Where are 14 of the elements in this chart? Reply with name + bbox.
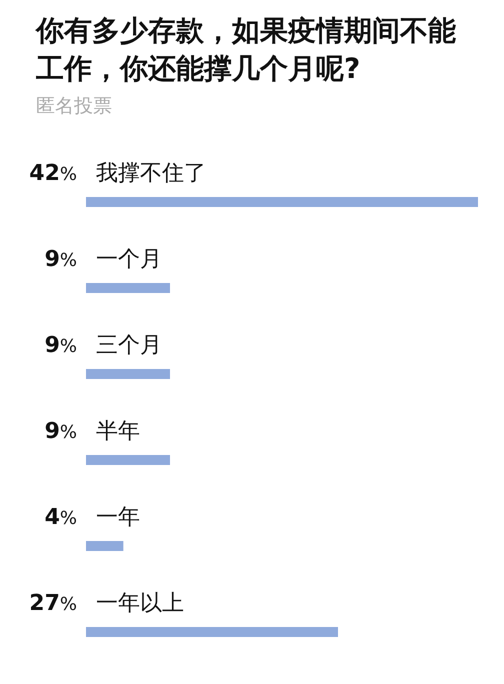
value-label: 9%: [44, 333, 77, 358]
value-label: 4%: [44, 505, 77, 530]
value-label: 9%: [44, 419, 77, 444]
category-label: 半年: [96, 419, 140, 444]
value-label: 27%: [29, 591, 77, 616]
value-label: 9%: [44, 247, 77, 272]
category-label: 一年: [96, 505, 140, 530]
value-label: 42%: [29, 161, 77, 186]
category-label: 一年以上: [96, 591, 184, 616]
category-label: 三个月: [96, 333, 162, 358]
category-label: 我撑不住了: [96, 161, 206, 186]
category-label: 一个月: [96, 247, 162, 272]
title: 你有多少存款，如果疫情期间不能工作，你还能撑几个月呢?: [36, 14, 456, 85]
subtitle: 匿名投票: [36, 95, 112, 117]
